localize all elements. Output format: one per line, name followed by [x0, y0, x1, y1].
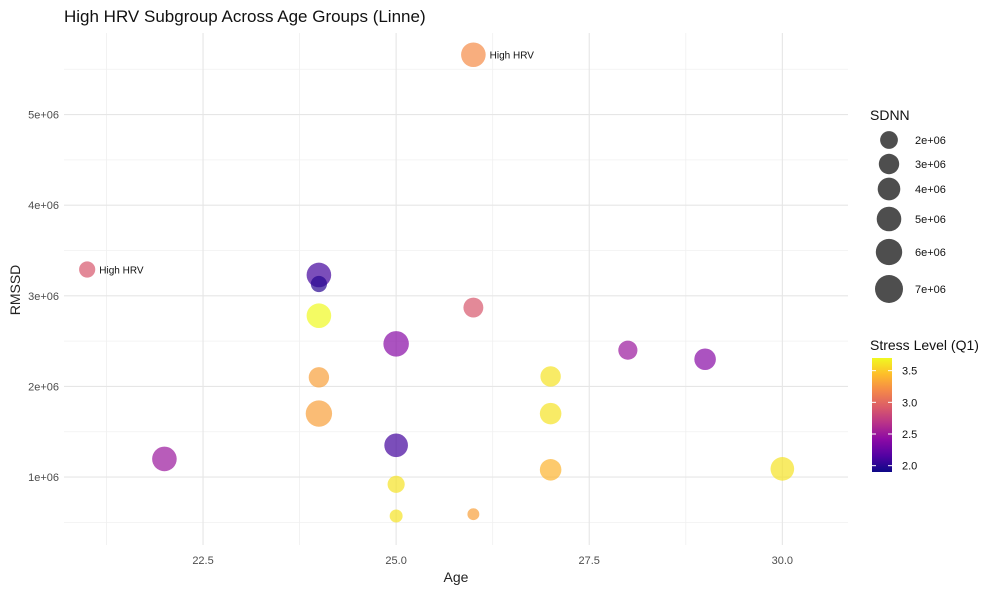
- data-point: [384, 433, 408, 458]
- data-point: [461, 42, 486, 68]
- color-legend-title: Stress Level (Q1): [870, 337, 979, 353]
- x-tick-label: 22.5: [192, 555, 213, 567]
- x-axis-title: Age: [444, 569, 469, 585]
- data-point: [467, 508, 480, 521]
- point-label: High HRV: [99, 266, 144, 277]
- color-legend: Stress Level (Q1) 2.0 2.5 3.0 3.5: [870, 337, 979, 473]
- color-legend-bar: [872, 358, 892, 472]
- size-legend-label: 4e+06: [915, 184, 946, 196]
- point-label: High HRV: [490, 51, 535, 62]
- data-point: [618, 340, 638, 360]
- size-legend-key: [875, 238, 903, 266]
- data-point: [770, 457, 795, 481]
- color-legend-label: 3.0: [902, 397, 917, 409]
- data-point: [79, 261, 96, 278]
- x-tick-label: 30.0: [772, 555, 793, 567]
- data-point: [306, 303, 332, 329]
- color-legend-label: 3.5: [902, 366, 917, 378]
- point-labels: High HRV High HRV: [99, 51, 534, 277]
- size-legend-label: 7e+06: [915, 284, 946, 296]
- data-point: [387, 475, 405, 493]
- data-point: [152, 446, 177, 472]
- data-point: [308, 367, 330, 388]
- data-point: [305, 400, 333, 427]
- data-points: [79, 42, 795, 523]
- grid: [64, 33, 848, 545]
- size-legend-label: 6e+06: [915, 247, 946, 259]
- size-legend: SDNN 2e+06 3e+06 4e+06 5e+06 6e+06 7e+06: [870, 107, 946, 303]
- data-point: [539, 459, 562, 481]
- x-axis: 22.5 25.0 27.5 30.0: [192, 555, 793, 567]
- size-legend-label: 2e+06: [915, 135, 946, 147]
- data-point: [389, 509, 403, 523]
- y-axis-title: RMSSD: [7, 265, 23, 316]
- data-point: [310, 275, 327, 293]
- y-tick-label: 4e+06: [28, 200, 59, 212]
- size-legend-key: [878, 153, 900, 175]
- data-point: [463, 297, 484, 318]
- y-tick-label: 3e+06: [28, 291, 59, 303]
- size-legend-label: 3e+06: [915, 159, 946, 171]
- x-tick-label: 25.0: [385, 555, 406, 567]
- y-tick-label: 1e+06: [28, 472, 59, 484]
- data-point: [539, 402, 562, 425]
- size-legend-title: SDNN: [870, 107, 910, 123]
- x-tick-label: 27.5: [579, 555, 600, 567]
- data-point: [540, 366, 561, 387]
- size-legend-key: [875, 275, 903, 303]
- size-legend-key: [876, 206, 902, 232]
- y-tick-label: 5e+06: [28, 110, 59, 122]
- size-legend-key: [877, 177, 901, 201]
- color-legend-label: 2.0: [902, 461, 917, 473]
- size-legend-key: [880, 131, 898, 149]
- data-point: [383, 331, 409, 357]
- color-legend-label: 2.5: [902, 429, 917, 441]
- y-axis: 1e+06 2e+06 3e+06 4e+06 5e+06: [28, 110, 59, 484]
- chart-title: High HRV Subgroup Across Age Groups (Lin…: [64, 7, 426, 26]
- size-legend-label: 5e+06: [915, 214, 946, 226]
- y-tick-label: 2e+06: [28, 381, 59, 393]
- data-point: [694, 348, 716, 371]
